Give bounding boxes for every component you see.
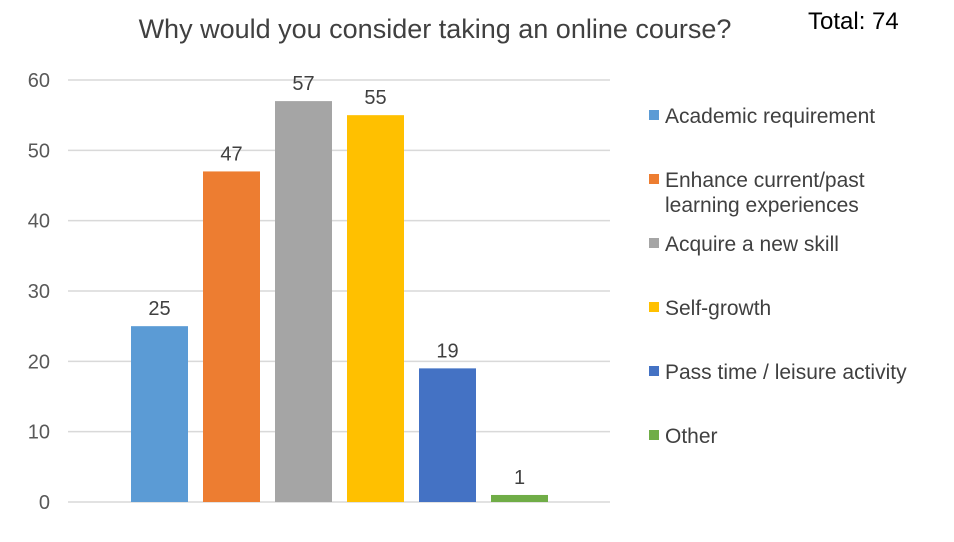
- legend-item: Enhance current/past learning experiences: [649, 168, 935, 218]
- y-tick-label: 0: [39, 492, 50, 514]
- data-label: 19: [436, 340, 458, 362]
- y-tick-label: 60: [28, 70, 50, 92]
- legend-swatch: [649, 302, 659, 312]
- data-label: 25: [148, 298, 170, 320]
- y-tick-label: 50: [28, 140, 50, 162]
- legend-item: Self-growth: [649, 296, 935, 321]
- data-label: 1: [514, 467, 525, 489]
- legend-label: Academic requirement: [665, 105, 876, 128]
- legend-swatch: [649, 366, 659, 376]
- legend-label: Self-growth: [665, 297, 772, 320]
- legend-item: Acquire a new skill: [649, 232, 935, 257]
- bar: [131, 326, 188, 502]
- chart-title: Why would you consider taking an online …: [138, 14, 732, 44]
- legend-swatch: [649, 430, 659, 440]
- bar: [203, 171, 260, 502]
- legend-label: Enhance current/past learning experiences: [665, 169, 865, 217]
- legend-swatch: [649, 238, 659, 248]
- data-label: 47: [220, 143, 242, 165]
- legend-swatch: [649, 110, 659, 120]
- y-tick-label: 40: [28, 211, 50, 233]
- bar: [275, 101, 332, 502]
- y-tick-label: 20: [28, 351, 50, 373]
- y-tick-label: 10: [28, 422, 50, 444]
- bar: [347, 115, 404, 503]
- y-tick-label: 30: [28, 281, 50, 303]
- legend-label: Other: [665, 425, 718, 448]
- bar: [419, 368, 476, 502]
- legend-item: Other: [649, 424, 935, 449]
- bar: [491, 494, 548, 502]
- legend-item: Academic requirement: [649, 104, 935, 129]
- legend-item: Pass time / leisure activity: [649, 360, 935, 385]
- legend-label: Pass time / leisure activity: [665, 361, 907, 384]
- legend-swatch: [649, 174, 659, 184]
- data-label: 55: [364, 87, 386, 109]
- data-label: 57: [292, 73, 314, 95]
- legend-label: Acquire a new skill: [665, 233, 839, 256]
- total-count-label: Total: 74: [808, 8, 899, 35]
